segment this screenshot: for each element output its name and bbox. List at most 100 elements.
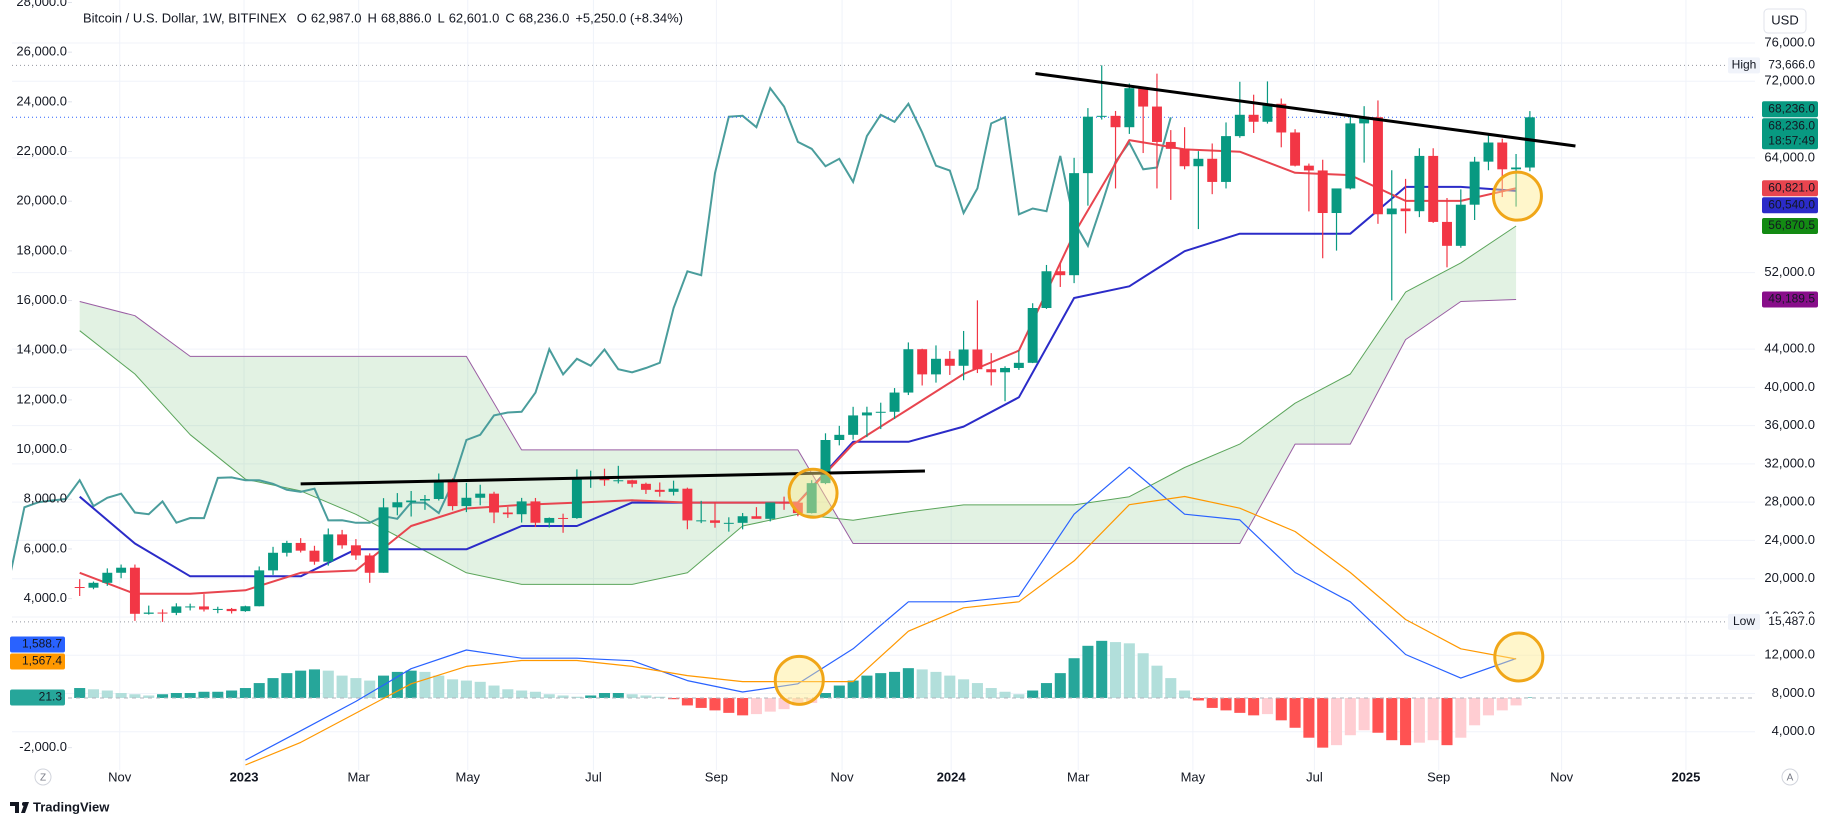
trendline	[1035, 71, 1576, 148]
brand-logo	[10, 802, 29, 813]
low-tag	[1728, 613, 1760, 630]
currency-button-frame[interactable]	[1763, 8, 1807, 34]
macd-histogram-bar	[944, 675, 956, 698]
candle-body	[350, 545, 361, 556]
price-badge-label: 15,487.0	[1768, 614, 1815, 628]
candle-body	[1372, 117, 1383, 215]
candle-body	[889, 392, 900, 412]
y2-tick-label: 22,000.0	[16, 143, 67, 158]
price-badge-label: 68,236.0	[1768, 118, 1815, 132]
candle-body	[1317, 170, 1328, 214]
candle-body	[129, 567, 140, 614]
candle-body	[1207, 158, 1218, 182]
candle-body	[640, 483, 651, 490]
macd-histogram-bar	[226, 690, 238, 698]
candle-body	[102, 572, 113, 583]
macd-histogram-bar	[1082, 645, 1094, 698]
macd-histogram-bar	[1496, 697, 1508, 711]
currency-label[interactable]: USD	[1771, 12, 1798, 27]
macd-histogram-bar	[1358, 697, 1370, 731]
price-badge	[10, 689, 65, 706]
price-badge	[1762, 218, 1818, 235]
macd-histogram-bar	[1179, 690, 1191, 698]
macd-histogram-bar	[640, 695, 652, 698]
y2-tick-label: 26,000.0	[16, 44, 67, 59]
y2-tick-label: 28,000.0	[16, 0, 67, 9]
macd-line	[245, 466, 1517, 761]
x-tick-label: Jul	[585, 769, 602, 784]
candle-body	[986, 369, 997, 373]
ohlc-key: O	[297, 10, 307, 25]
macd-histogram-bar	[543, 694, 555, 698]
candle-body	[1331, 188, 1342, 214]
auto-scale-buttons: Z A	[34, 768, 1799, 786]
macd-histogram-bar	[1317, 697, 1329, 748]
macd-histogram-bar	[143, 695, 155, 698]
candle-body	[1151, 106, 1162, 142]
macd-histogram-bar	[1344, 697, 1356, 736]
macd-histogram-bar	[1400, 697, 1412, 746]
auto-button[interactable]: A	[1787, 773, 1794, 784]
macd-histogram-bar	[115, 693, 127, 698]
ichimoku-cloud	[79, 226, 1517, 585]
macd-histogram-bar	[447, 679, 459, 698]
y-tick-label: 44,000.0	[1764, 341, 1815, 356]
macd-histogram-bar	[1206, 697, 1218, 708]
candle-body	[627, 480, 638, 484]
macd-histogram-bar	[391, 671, 403, 698]
zoom-button-frame[interactable]	[34, 768, 52, 786]
candle-body	[1400, 208, 1411, 212]
macd-histogram-bar	[958, 679, 970, 698]
y-tick-label: 8,000.0	[1772, 685, 1815, 700]
x-tick-label: May	[1181, 769, 1206, 784]
y2-tick-label: 6,000.0	[24, 540, 67, 555]
candle-body	[309, 550, 320, 562]
macd-histogram-bar	[750, 697, 762, 715]
header: Bitcoin / U.S. Dollar, 1W, BITFINEX O 62,…	[83, 10, 683, 25]
candle-body	[1055, 271, 1066, 276]
candle-body	[447, 480, 458, 507]
y2-tick-label: 4,000.0	[24, 590, 67, 605]
macd-histogram-bar	[1110, 642, 1122, 698]
currency-button[interactable]: USD	[1763, 8, 1807, 34]
price-badge	[10, 636, 65, 653]
candle-body	[723, 522, 734, 524]
macd-histogram-bar	[74, 688, 86, 698]
macd-histogram-bar	[1220, 697, 1232, 711]
macd-histogram-bar	[1151, 665, 1163, 698]
macd-histogram-bar	[529, 691, 541, 698]
macd-histogram-bar	[778, 697, 790, 710]
macd-histogram-bar	[1192, 697, 1204, 701]
y-tick-label: 12,000.0	[1764, 647, 1815, 662]
macd-histogram-bar	[101, 690, 113, 698]
price-badge-label: 49,189.5	[1768, 292, 1815, 306]
price-badge-label: 60,821.0	[1768, 180, 1815, 194]
candle-body	[861, 412, 872, 416]
candle-body	[751, 516, 762, 519]
candle-body	[295, 542, 306, 551]
macd-histogram-bar	[364, 680, 376, 698]
candle-body	[1013, 362, 1024, 368]
macd-histogram-bar	[1427, 697, 1439, 741]
highlight-circle	[787, 467, 839, 519]
candle-body	[1428, 155, 1439, 222]
zoom-button[interactable]: Z	[40, 773, 46, 784]
macd-histogram-bar	[654, 696, 666, 698]
macd-histogram-bar	[1261, 697, 1273, 715]
candle-body	[185, 606, 196, 608]
macd-histogram-bar	[585, 695, 597, 698]
candle-body	[378, 507, 389, 573]
auto-button-frame[interactable]	[1781, 768, 1799, 786]
candle-body	[654, 489, 665, 492]
candle-body	[116, 567, 127, 573]
macd-histogram-bar	[157, 694, 169, 698]
candle-body	[710, 520, 720, 523]
macd-histogram-bar	[612, 693, 624, 698]
macd-histogram-bar	[1303, 697, 1315, 738]
macd-histogram-bar	[322, 670, 334, 698]
macd-histogram-bar	[668, 697, 680, 700]
candle-body	[1082, 116, 1093, 174]
candle-body	[433, 480, 444, 500]
